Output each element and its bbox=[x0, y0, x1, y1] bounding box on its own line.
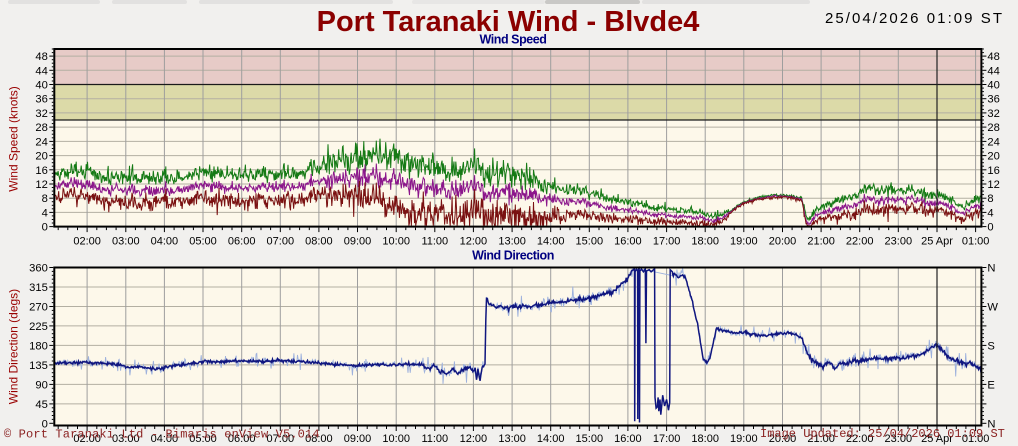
svg-text:90: 90 bbox=[35, 379, 47, 391]
svg-text:N: N bbox=[987, 418, 995, 430]
svg-text:Wind Speed (knots): Wind Speed (knots) bbox=[7, 86, 21, 191]
svg-text:16: 16 bbox=[35, 165, 47, 177]
svg-text:16:00: 16:00 bbox=[614, 433, 642, 445]
svg-text:W: W bbox=[987, 302, 998, 314]
svg-text:24: 24 bbox=[987, 136, 999, 148]
svg-text:22:00: 22:00 bbox=[846, 433, 874, 445]
svg-text:Port Taranaki Wind - Blvde4: Port Taranaki Wind - Blvde4 bbox=[317, 6, 700, 38]
svg-text:03:00: 03:00 bbox=[112, 433, 140, 445]
svg-text:07:00: 07:00 bbox=[267, 433, 295, 445]
svg-text:19:00: 19:00 bbox=[730, 236, 758, 248]
svg-text:17:00: 17:00 bbox=[653, 236, 681, 248]
svg-text:11:00: 11:00 bbox=[421, 433, 448, 445]
svg-text:0: 0 bbox=[42, 418, 48, 430]
svg-text:4: 4 bbox=[987, 207, 993, 219]
svg-text:135: 135 bbox=[29, 360, 48, 372]
svg-text:44: 44 bbox=[987, 65, 999, 77]
svg-text:180: 180 bbox=[29, 340, 48, 352]
svg-text:01:00: 01:00 bbox=[962, 433, 990, 445]
svg-text:40: 40 bbox=[35, 80, 47, 92]
svg-text:19:00: 19:00 bbox=[730, 433, 758, 445]
svg-text:12: 12 bbox=[987, 179, 999, 191]
svg-text:225: 225 bbox=[29, 321, 48, 333]
svg-text:© Port Taranaki Ltd - Bimaris: © Port Taranaki Ltd - Bimaris enView V5.… bbox=[4, 427, 320, 441]
svg-text:05:00: 05:00 bbox=[189, 433, 217, 445]
svg-text:16: 16 bbox=[987, 165, 999, 177]
svg-text:12:00: 12:00 bbox=[460, 236, 488, 248]
svg-text:28: 28 bbox=[35, 122, 47, 134]
svg-text:8: 8 bbox=[42, 193, 48, 205]
svg-text:23:00: 23:00 bbox=[885, 236, 913, 248]
svg-text:06:00: 06:00 bbox=[228, 433, 256, 445]
svg-text:315: 315 bbox=[29, 282, 48, 294]
svg-text:20: 20 bbox=[35, 151, 47, 163]
svg-text:48: 48 bbox=[35, 51, 47, 63]
svg-text:270: 270 bbox=[29, 302, 48, 314]
svg-text:02:00: 02:00 bbox=[73, 236, 101, 248]
svg-text:Wind Speed: Wind Speed bbox=[480, 32, 547, 46]
svg-text:13:00: 13:00 bbox=[498, 236, 526, 248]
svg-text:09:00: 09:00 bbox=[344, 433, 372, 445]
svg-text:12:00: 12:00 bbox=[460, 433, 488, 445]
svg-text:22:00: 22:00 bbox=[846, 236, 874, 248]
svg-text:10:00: 10:00 bbox=[382, 236, 410, 248]
svg-text:Wind Direction: Wind Direction bbox=[472, 248, 554, 262]
svg-text:10:00: 10:00 bbox=[382, 433, 410, 445]
svg-text:23:00: 23:00 bbox=[885, 433, 913, 445]
svg-text:360: 360 bbox=[29, 263, 48, 275]
svg-text:N: N bbox=[987, 263, 995, 275]
svg-text:24: 24 bbox=[35, 136, 47, 148]
svg-text:E: E bbox=[987, 379, 994, 391]
svg-text:21:00: 21:00 bbox=[807, 433, 835, 445]
svg-text:07:00: 07:00 bbox=[267, 236, 295, 248]
svg-text:36: 36 bbox=[35, 94, 47, 106]
svg-text:15:00: 15:00 bbox=[576, 236, 604, 248]
svg-text:05:00: 05:00 bbox=[189, 236, 217, 248]
svg-text:14:00: 14:00 bbox=[537, 236, 565, 248]
svg-text:20: 20 bbox=[987, 151, 999, 163]
svg-text:14:00: 14:00 bbox=[537, 433, 565, 445]
svg-text:20:00: 20:00 bbox=[769, 236, 797, 248]
svg-text:04:00: 04:00 bbox=[151, 433, 179, 445]
svg-text:01:00: 01:00 bbox=[962, 236, 990, 248]
svg-text:28: 28 bbox=[987, 122, 999, 134]
svg-text:11:00: 11:00 bbox=[421, 236, 448, 248]
svg-text:48: 48 bbox=[987, 51, 999, 63]
svg-text:17:00: 17:00 bbox=[653, 433, 681, 445]
svg-text:40: 40 bbox=[987, 80, 999, 92]
svg-text:03:00: 03:00 bbox=[112, 236, 140, 248]
svg-text:32: 32 bbox=[35, 108, 47, 120]
svg-text:20:00: 20:00 bbox=[769, 433, 797, 445]
svg-text:36: 36 bbox=[987, 94, 999, 106]
svg-text:45: 45 bbox=[35, 399, 47, 411]
svg-text:02:00: 02:00 bbox=[73, 433, 101, 445]
svg-text:44: 44 bbox=[35, 65, 47, 77]
svg-text:18:00: 18:00 bbox=[691, 433, 719, 445]
svg-text:15:00: 15:00 bbox=[576, 433, 604, 445]
svg-text:08:00: 08:00 bbox=[305, 433, 333, 445]
svg-text:0: 0 bbox=[987, 222, 993, 234]
svg-text:0: 0 bbox=[42, 222, 48, 234]
svg-text:08:00: 08:00 bbox=[305, 236, 333, 248]
svg-text:Image Updated: 25/04/2026 01:0: Image Updated: 25/04/2026 01:09 ST bbox=[760, 427, 1005, 441]
svg-text:25/04/2026 01:09 ST: 25/04/2026 01:09 ST bbox=[825, 10, 1004, 27]
svg-text:4: 4 bbox=[42, 207, 48, 219]
svg-text:18:00: 18:00 bbox=[691, 236, 719, 248]
svg-text:S: S bbox=[987, 340, 994, 352]
svg-text:25 Apr: 25 Apr bbox=[921, 433, 953, 445]
svg-text:25 Apr: 25 Apr bbox=[921, 236, 953, 248]
svg-text:Wind Direction (degs): Wind Direction (degs) bbox=[7, 289, 21, 404]
svg-text:04:00: 04:00 bbox=[151, 236, 179, 248]
svg-text:8: 8 bbox=[987, 193, 993, 205]
svg-text:16:00: 16:00 bbox=[614, 236, 642, 248]
svg-text:12: 12 bbox=[35, 179, 47, 191]
svg-text:09:00: 09:00 bbox=[344, 236, 372, 248]
svg-text:06:00: 06:00 bbox=[228, 236, 256, 248]
svg-text:21:00: 21:00 bbox=[807, 236, 835, 248]
svg-text:13:00: 13:00 bbox=[498, 433, 526, 445]
svg-text:32: 32 bbox=[987, 108, 999, 120]
